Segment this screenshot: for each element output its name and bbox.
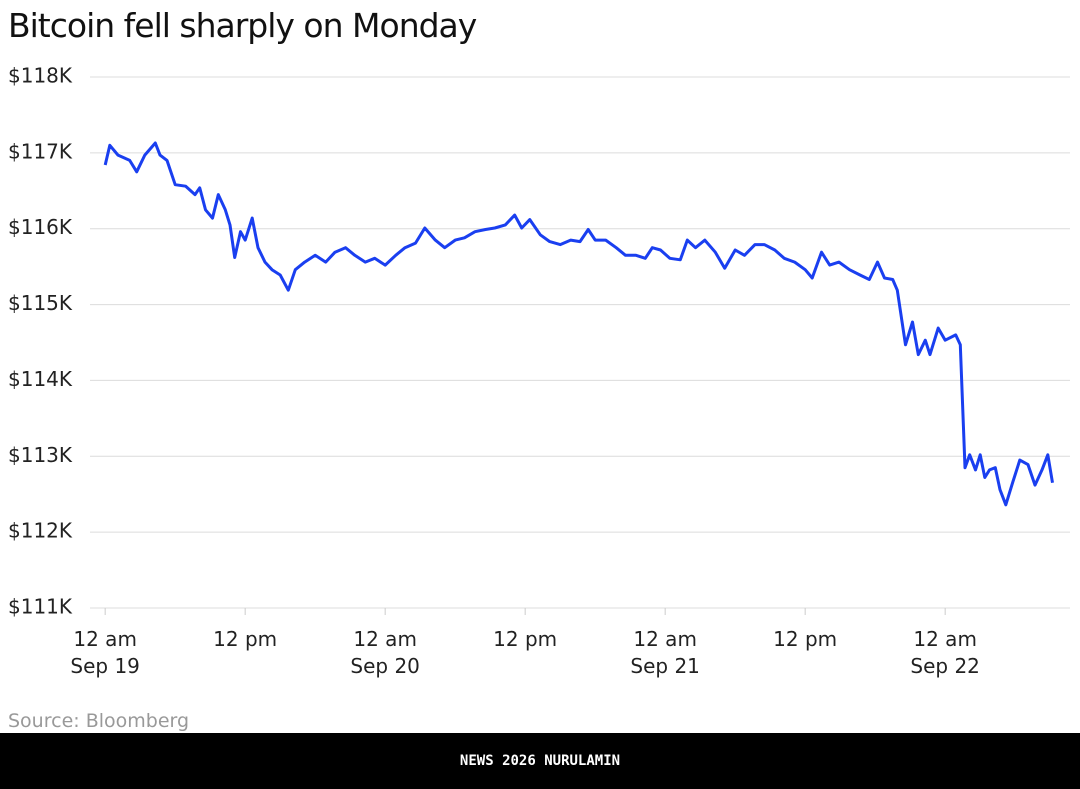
x-tick-label: 12 am Sep 21	[630, 627, 700, 678]
x-tick-label: 12 pm	[213, 627, 278, 651]
x-tick-label: 12 am Sep 20	[350, 627, 420, 678]
y-tick-label: $117K	[8, 139, 73, 163]
price-line	[103, 141, 1054, 507]
y-tick-label: $113K	[8, 443, 73, 467]
y-tick-label: $118K	[8, 64, 73, 88]
x-tick-label: 12 pm	[773, 627, 838, 651]
source-note: Source: Bloomberg	[8, 710, 190, 732]
footer-banner: NEWS 2026 NURULAMIN	[0, 733, 1080, 789]
x-tick-label: 12 pm	[493, 627, 558, 651]
y-tick-label: $112K	[8, 519, 73, 543]
chart: $111K $112K $113K $114K $115K $116K $117K $118K	[8, 64, 1070, 619]
y-tick-label: $116K	[8, 215, 73, 239]
y-tick-label: $115K	[8, 291, 73, 315]
y-tick-label: $114K	[8, 367, 73, 391]
chart-title: Bitcoin fell sharply on Monday	[8, 6, 477, 45]
y-tick-label: $111K	[8, 595, 73, 619]
x-tick-label: 12 am Sep 22	[910, 627, 980, 678]
x-tick-label: 12 am Sep 19	[70, 627, 140, 678]
